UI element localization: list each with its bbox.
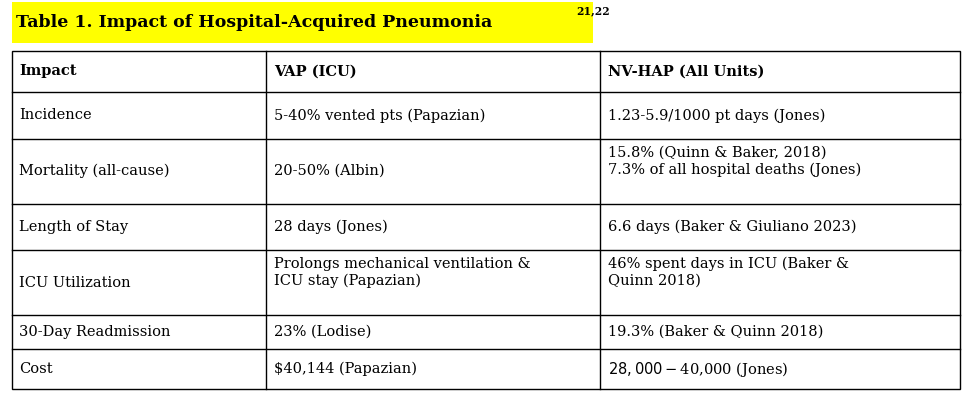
Text: Mortality (all-cause): Mortality (all-cause) [19, 164, 170, 178]
Text: 28 days (Jones): 28 days (Jones) [274, 220, 388, 234]
Text: 20-50% (Albin): 20-50% (Albin) [274, 164, 384, 178]
Text: Impact: Impact [19, 64, 77, 78]
Text: Prolongs mechanical ventilation &: Prolongs mechanical ventilation & [274, 257, 531, 271]
Text: Quinn 2018): Quinn 2018) [608, 274, 701, 288]
Text: 1.23-5.9/1000 pt days (Jones): 1.23-5.9/1000 pt days (Jones) [608, 108, 825, 123]
Text: 21,22: 21,22 [576, 5, 610, 17]
Text: VAP (ICU): VAP (ICU) [274, 64, 357, 78]
Text: Incidence: Incidence [19, 109, 92, 122]
Text: $28,000-$40,000 (Jones): $28,000-$40,000 (Jones) [608, 360, 788, 379]
Text: 7.3% of all hospital deaths (Jones): 7.3% of all hospital deaths (Jones) [608, 162, 861, 177]
Bar [12, 2, 593, 43]
Text: NV-HAP (All Units): NV-HAP (All Units) [608, 64, 764, 78]
Bar [12, 51, 960, 389]
Text: ICU Utilization: ICU Utilization [19, 276, 131, 290]
Text: $40,144 (Papazian): $40,144 (Papazian) [274, 362, 417, 376]
Text: 30-Day Readmission: 30-Day Readmission [19, 325, 171, 339]
Text: 5-40% vented pts (Papazian): 5-40% vented pts (Papazian) [274, 108, 485, 123]
Text: ICU stay (Papazian): ICU stay (Papazian) [274, 274, 421, 288]
Text: Length of Stay: Length of Stay [19, 220, 128, 234]
Text: 19.3% (Baker & Quinn 2018): 19.3% (Baker & Quinn 2018) [608, 325, 823, 339]
Text: 15.8% (Quinn & Baker, 2018): 15.8% (Quinn & Baker, 2018) [608, 145, 826, 159]
Text: Cost: Cost [19, 362, 53, 376]
Text: 6.6 days (Baker & Giuliano 2023): 6.6 days (Baker & Giuliano 2023) [608, 220, 856, 234]
Text: Table 1. Impact of Hospital-Acquired Pneumonia: Table 1. Impact of Hospital-Acquired Pne… [16, 14, 492, 31]
Text: 46% spent days in ICU (Baker &: 46% spent days in ICU (Baker & [608, 257, 849, 271]
Text: 23% (Lodise): 23% (Lodise) [274, 325, 371, 339]
